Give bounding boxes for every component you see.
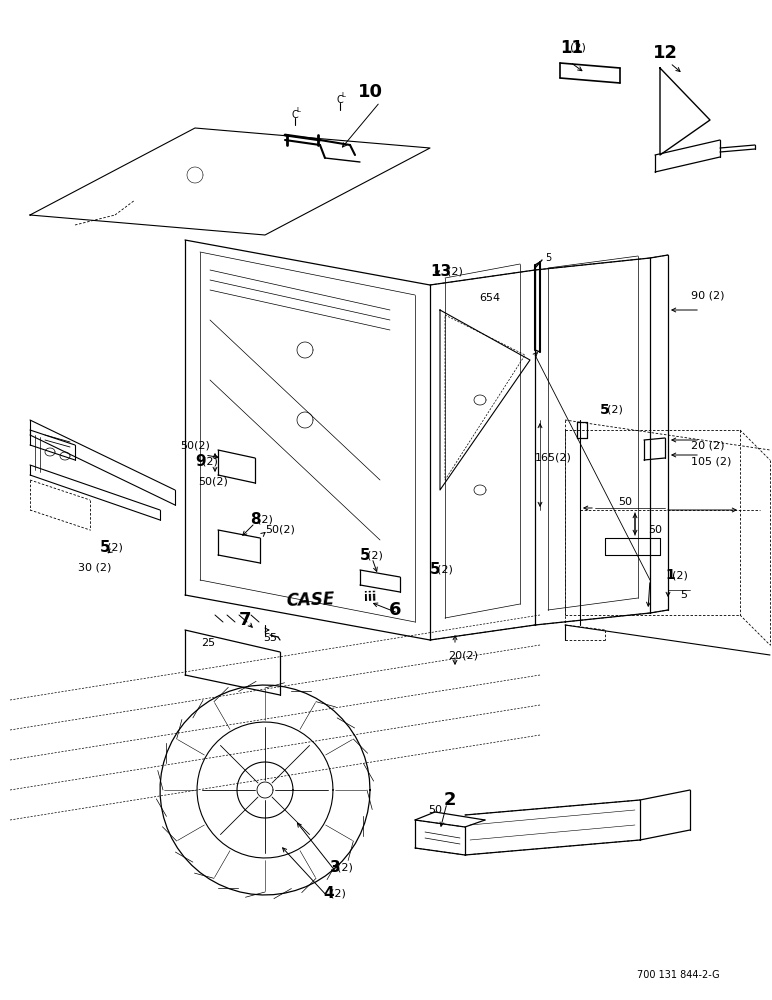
Text: 90 (2): 90 (2) xyxy=(691,291,724,301)
Text: 50: 50 xyxy=(428,805,442,815)
Text: 11: 11 xyxy=(560,39,583,57)
Text: 165(2): 165(2) xyxy=(534,452,571,462)
Text: 2: 2 xyxy=(444,791,456,809)
Text: 654: 654 xyxy=(479,293,500,303)
Text: (2): (2) xyxy=(367,550,383,560)
Text: 5: 5 xyxy=(360,548,371,562)
Text: 700 131 844-2-G: 700 131 844-2-G xyxy=(638,970,720,980)
Text: 6: 6 xyxy=(389,601,401,619)
Text: 105 (2): 105 (2) xyxy=(691,457,731,467)
Text: CASE: CASE xyxy=(286,590,334,610)
Text: (2): (2) xyxy=(437,565,453,575)
Text: 1: 1 xyxy=(665,568,675,582)
Text: 13: 13 xyxy=(430,264,451,279)
Text: 20 (2): 20 (2) xyxy=(691,440,724,450)
Text: 50: 50 xyxy=(648,525,662,535)
Text: 8: 8 xyxy=(250,512,261,528)
Text: L: L xyxy=(296,107,300,113)
Text: 9: 9 xyxy=(195,454,205,470)
Text: 4: 4 xyxy=(323,886,334,900)
Text: 7: 7 xyxy=(239,611,251,629)
Text: (2): (2) xyxy=(330,888,346,898)
Text: 5: 5 xyxy=(100,540,110,556)
Text: 3: 3 xyxy=(330,860,340,876)
Text: (2): (2) xyxy=(257,515,273,525)
Text: 30 (2): 30 (2) xyxy=(78,563,112,573)
Text: (2): (2) xyxy=(202,457,218,467)
Text: 50: 50 xyxy=(618,497,632,507)
Text: 5: 5 xyxy=(600,403,610,417)
Text: (2): (2) xyxy=(337,863,353,873)
Text: 5: 5 xyxy=(680,590,687,600)
Text: 10: 10 xyxy=(357,83,382,101)
Text: 25: 25 xyxy=(201,638,215,648)
Text: 20(2): 20(2) xyxy=(448,650,478,660)
Text: 50(2): 50(2) xyxy=(198,477,228,487)
Text: (2): (2) xyxy=(570,43,586,53)
Text: 50(2): 50(2) xyxy=(180,440,210,450)
Text: 12: 12 xyxy=(652,44,678,62)
Text: C: C xyxy=(292,110,298,120)
Text: (2): (2) xyxy=(447,267,463,277)
Text: 5: 5 xyxy=(430,562,441,578)
Text: 55: 55 xyxy=(263,633,277,643)
Text: (2): (2) xyxy=(107,543,123,553)
Text: (2): (2) xyxy=(672,570,688,580)
Text: 5: 5 xyxy=(545,253,551,263)
Text: iii: iii xyxy=(364,590,377,604)
Text: (2): (2) xyxy=(607,405,623,415)
Text: L: L xyxy=(341,92,345,98)
Text: C: C xyxy=(337,95,344,105)
Text: 50(2): 50(2) xyxy=(265,525,295,535)
